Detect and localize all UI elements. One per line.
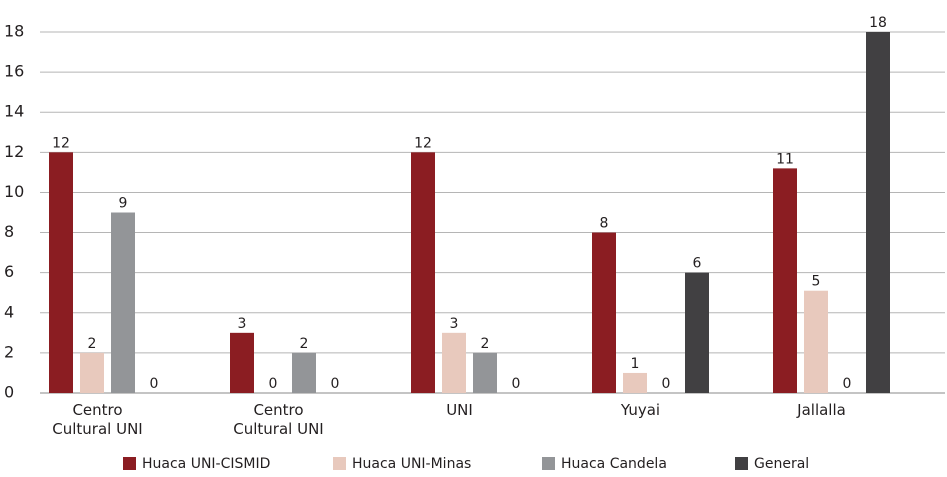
bar bbox=[442, 332, 466, 393]
value-label: 0 bbox=[843, 376, 852, 392]
bar bbox=[111, 212, 135, 393]
bar bbox=[49, 152, 73, 393]
x-tick-label: Centro Cultural UNI bbox=[233, 401, 324, 438]
legend-swatch bbox=[542, 457, 555, 470]
value-label: 3 bbox=[238, 316, 247, 332]
value-label: 11 bbox=[776, 151, 794, 167]
bar bbox=[866, 32, 890, 393]
y-tick-label: 8 bbox=[4, 222, 14, 241]
bar bbox=[80, 352, 104, 393]
value-label: 0 bbox=[512, 376, 521, 392]
legend-swatch bbox=[123, 457, 136, 470]
bar bbox=[773, 168, 797, 393]
value-label: 0 bbox=[331, 376, 340, 392]
value-label: 9 bbox=[119, 196, 128, 212]
y-tick-label: 16 bbox=[4, 62, 24, 81]
bar bbox=[592, 232, 616, 393]
value-label: 2 bbox=[300, 336, 309, 352]
value-label: 2 bbox=[481, 336, 490, 352]
value-label: 1 bbox=[631, 356, 640, 372]
y-tick-label: 10 bbox=[4, 182, 24, 201]
bar bbox=[411, 152, 435, 393]
value-label: 5 bbox=[812, 274, 821, 290]
legend-label: Huaca UNI-CISMID bbox=[142, 456, 270, 472]
y-tick-label: 2 bbox=[4, 342, 14, 361]
legend-swatch bbox=[333, 457, 346, 470]
y-tick-label: 0 bbox=[4, 383, 14, 402]
value-label: 0 bbox=[269, 376, 278, 392]
value-label: 12 bbox=[414, 135, 432, 151]
x-tick-label: UNI bbox=[446, 401, 473, 419]
x-tick-label: Centro Cultural UNI bbox=[52, 401, 143, 438]
value-label: 0 bbox=[662, 376, 671, 392]
legend-label: Huaca UNI-Minas bbox=[352, 456, 471, 472]
bar bbox=[623, 372, 647, 393]
bar bbox=[473, 352, 497, 393]
legend-label: Huaca Candela bbox=[561, 456, 667, 472]
bar bbox=[292, 352, 316, 393]
legend-swatch bbox=[735, 457, 748, 470]
bar bbox=[230, 332, 254, 393]
legend-label: General bbox=[754, 456, 809, 472]
value-label: 0 bbox=[150, 376, 159, 392]
bar bbox=[804, 290, 828, 393]
x-tick-label: Jallalla bbox=[797, 401, 846, 419]
value-label: 6 bbox=[693, 256, 702, 272]
bar bbox=[685, 272, 709, 393]
value-label: 12 bbox=[52, 135, 70, 151]
value-label: 8 bbox=[600, 216, 609, 232]
value-label: 3 bbox=[450, 316, 459, 332]
value-label: 2 bbox=[88, 336, 97, 352]
x-tick-label: Yuyai bbox=[620, 401, 661, 419]
y-tick-label: 18 bbox=[4, 22, 24, 41]
y-tick-label: 12 bbox=[4, 142, 24, 161]
y-tick-label: 4 bbox=[4, 302, 14, 321]
y-tick-label: 14 bbox=[4, 102, 24, 121]
value-label: 18 bbox=[869, 15, 887, 31]
y-tick-label: 6 bbox=[4, 262, 14, 281]
